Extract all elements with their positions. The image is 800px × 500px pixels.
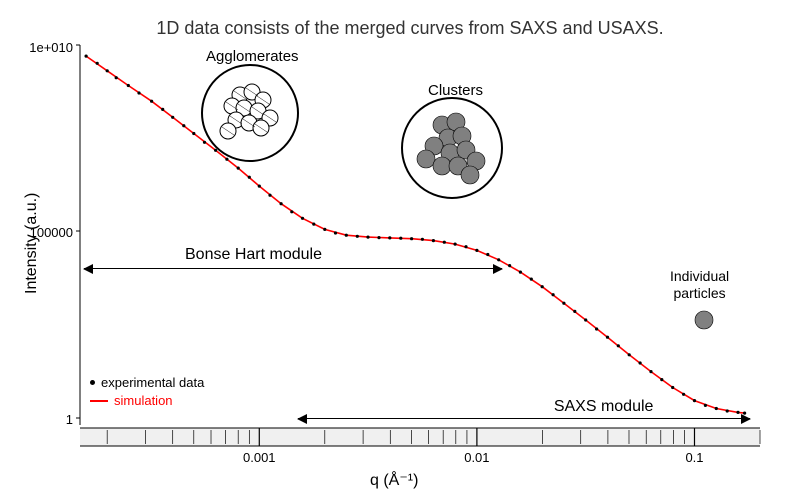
chart-legend: experimental data simulation xyxy=(90,375,204,411)
clusters-illustration xyxy=(402,98,502,198)
legend-label: experimental data xyxy=(101,375,204,390)
legend-marker-line xyxy=(90,400,108,402)
bonse-hart-label: Bonse Hart module xyxy=(185,246,322,264)
x-tick-label: 0.01 xyxy=(447,450,507,465)
agglomerates-illustration xyxy=(202,65,298,161)
agglomerates-label: Agglomerates xyxy=(206,48,299,65)
saxs-arrow xyxy=(298,418,750,419)
simulation-line xyxy=(86,56,745,413)
x-tick-label: 0.001 xyxy=(229,450,289,465)
x-tick-label: 0.1 xyxy=(664,450,724,465)
x-axis-label: q (Å⁻¹) xyxy=(370,470,418,490)
plot-area xyxy=(0,0,800,500)
legend-marker-dot xyxy=(90,380,95,385)
x-axis-band xyxy=(80,428,760,446)
bonse-hart-arrow xyxy=(84,268,502,269)
saxs-label: SAXS module xyxy=(554,398,654,416)
individual-particle-dot xyxy=(695,311,713,329)
clusters-label: Clusters xyxy=(428,82,483,99)
experimental-points xyxy=(85,55,747,415)
legend-label: simulation xyxy=(114,393,173,408)
individual-particles-label: Individualparticles xyxy=(670,268,729,302)
